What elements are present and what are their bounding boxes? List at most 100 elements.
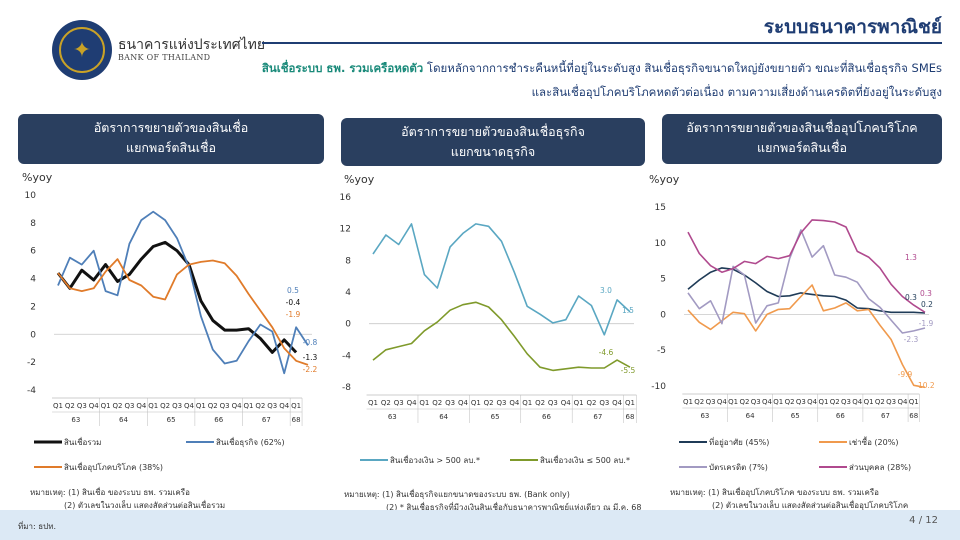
series-line-2: [372, 301, 631, 372]
x-tick-quarter-label: Q2: [113, 402, 123, 410]
panel-2-title-line-1: อัตราการขยายตัวของสินเชื่อธุรกิจ: [401, 124, 585, 139]
x-tick-year-label: 64: [439, 413, 448, 421]
x-tick-quarter-label: Q3: [220, 402, 230, 410]
data-label: -5.5: [621, 366, 636, 375]
x-tick-quarter-label: Q3: [706, 398, 716, 406]
y-tick-label: 4: [30, 275, 36, 285]
x-tick-quarter-label: Q4: [89, 402, 100, 410]
x-tick-quarter-label: Q4: [184, 402, 195, 410]
x-tick-quarter-label: Q2: [208, 402, 218, 410]
x-tick-quarter-label: Q3: [751, 398, 761, 406]
x-tick-quarter-label: Q1: [864, 398, 874, 406]
y-axis-unit-label: %yoy: [22, 171, 53, 184]
x-tick-quarter-label: Q2: [255, 402, 265, 410]
data-label: 0.3: [905, 293, 917, 302]
x-tick-year-label: 63: [388, 413, 397, 421]
x-tick-quarter-label: Q2: [535, 399, 545, 407]
panel-2-note-1: หมายเหตุ: (1) สินเชื่อธุรกิจแยกขนาดของระ…: [344, 490, 570, 499]
panel-1-note-1: หมายเหตุ: (1) สินเชื่อ ของระบบ ธพ. รวมเค…: [30, 488, 190, 497]
y-tick-label: 8: [345, 256, 351, 266]
bank-name-thai: ธนาคารแห่งประเทศไทย: [118, 37, 266, 53]
legend-label: สินเชื่อธุรกิจ (62%): [216, 436, 285, 447]
y-tick-label: 6: [30, 247, 36, 257]
y-tick-label: -4: [27, 386, 36, 396]
panel-1-note-2: (2) ตัวเลขในวงเล็บ แสดงสัดส่วนต่อสินเชื่…: [64, 501, 226, 510]
y-tick-label: 4: [345, 288, 351, 298]
x-tick-quarter-label: Q4: [509, 399, 520, 407]
x-tick-quarter-label: Q3: [599, 399, 609, 407]
x-tick-quarter-label: Q4: [279, 402, 290, 410]
x-tick-year-label: 65: [167, 416, 176, 424]
panel-2-note-2: (2) * สินเชื่อธุรกิจที่มีวงเงินสินเชื่อก…: [386, 503, 642, 512]
x-tick-year-label: 63: [700, 412, 709, 420]
x-tick-quarter-label: Q3: [172, 402, 182, 410]
y-tick-label: 0: [345, 320, 351, 330]
y-tick-label: 8: [30, 219, 36, 229]
footer-bar: [0, 510, 960, 540]
panel-1-title-box: อัตราการขยายตัวของสินเชื่อ แยกพอร์ตสินเช…: [18, 114, 324, 164]
series-line-2: [57, 210, 309, 375]
x-tick-quarter-label: Q1: [728, 398, 738, 406]
x-tick-quarter-label: Q1: [522, 399, 532, 407]
panel-3-note-1: หมายเหตุ: (1) สินเชื่ออุปโภคบริโภค ของระ…: [670, 488, 879, 497]
x-tick-quarter-label: Q1: [625, 399, 635, 407]
legend-label: สินเชื่ออุปโภคบริโภค (38%): [64, 461, 163, 472]
legend-label: เช่าซื้อ (20%): [849, 436, 898, 447]
data-label: -1.3: [303, 353, 318, 362]
x-tick-quarter-label: Q2: [830, 398, 840, 406]
x-tick-quarter-label: Q2: [160, 402, 170, 410]
legend-label: ส่วนบุคคล (28%): [849, 463, 911, 472]
x-tick-year-label: 63: [71, 416, 80, 424]
panel-3-note-2: (2) ตัวเลขในวงเล็บ แสดงสัดส่วนต่อสินเชื่…: [712, 501, 909, 510]
x-tick-quarter-label: Q3: [796, 398, 806, 406]
y-tick-label: -2: [27, 358, 36, 368]
x-tick-year-label: 66: [214, 416, 223, 424]
headline-emphasis: สินเชื่อระบบ ธพ. รวมเครือหดตัว: [261, 61, 424, 75]
x-tick-quarter-label: Q1: [909, 398, 919, 406]
legend-label: ที่อยู่อาศัย (45%): [709, 436, 769, 448]
y-tick-label: 15: [655, 203, 666, 213]
headline-rest: โดยหลักจากการชำระคืนหนี้ที่อยู่ในระดับสู…: [423, 61, 942, 75]
data-label: 0.2: [921, 300, 933, 309]
data-label: -1.9: [919, 319, 934, 328]
x-tick-year-label: 64: [119, 416, 128, 424]
y-tick-label: 5: [660, 275, 666, 285]
data-label: 3.0: [600, 286, 612, 295]
series-line-4: [687, 219, 926, 313]
x-tick-year-label: 65: [491, 413, 500, 421]
x-tick-quarter-label: Q3: [497, 399, 507, 407]
y-tick-label: 0: [30, 330, 36, 340]
x-tick-year-label: 67: [262, 416, 271, 424]
x-tick-quarter-label: Q3: [841, 398, 851, 406]
legend-label: สินเชื่อวงเงิน ≤ 500 ลบ.*: [540, 454, 630, 465]
x-tick-quarter-label: Q1: [818, 398, 828, 406]
headline-line-2: และสินเชื่ออุปโภคบริโภคหดตัวต่อเนื่อง ตา…: [531, 85, 942, 99]
x-tick-quarter-label: Q4: [897, 398, 908, 406]
x-tick-quarter-label: Q1: [368, 399, 378, 407]
x-tick-quarter-label: Q2: [586, 399, 596, 407]
x-tick-quarter-label: Q2: [65, 402, 75, 410]
panel-1-title-line-2: แยกพอร์ตสินเชื่อ: [126, 140, 216, 155]
series-line-2: [687, 284, 926, 389]
x-tick-quarter-label: Q2: [694, 398, 704, 406]
panel-1-title-line-1: อัตราการขยายตัวของสินเชื่อ: [93, 120, 249, 135]
x-tick-quarter-label: Q4: [232, 402, 243, 410]
y-tick-label: 0: [660, 310, 666, 320]
x-tick-year-label: 68: [626, 413, 635, 421]
title-divider: [262, 42, 942, 44]
legend-label: สินเชื่อรวม: [64, 436, 102, 447]
x-tick-quarter-label: Q3: [267, 402, 277, 410]
data-label: -2.3: [904, 335, 919, 344]
series-line-3: [687, 229, 926, 334]
x-tick-quarter-label: Q4: [136, 402, 147, 410]
x-tick-quarter-label: Q4: [407, 399, 418, 407]
series-line-1: [56, 240, 298, 354]
y-tick-label: -10: [651, 382, 666, 392]
x-tick-quarter-label: Q2: [432, 399, 442, 407]
x-tick-quarter-label: Q2: [381, 399, 391, 407]
y-tick-label: -4: [342, 351, 351, 361]
data-label: 0.5: [287, 286, 299, 295]
x-tick-quarter-label: Q1: [683, 398, 693, 406]
panel-3-title-line-2: แยกพอร์ตสินเชื่อ: [757, 140, 847, 155]
